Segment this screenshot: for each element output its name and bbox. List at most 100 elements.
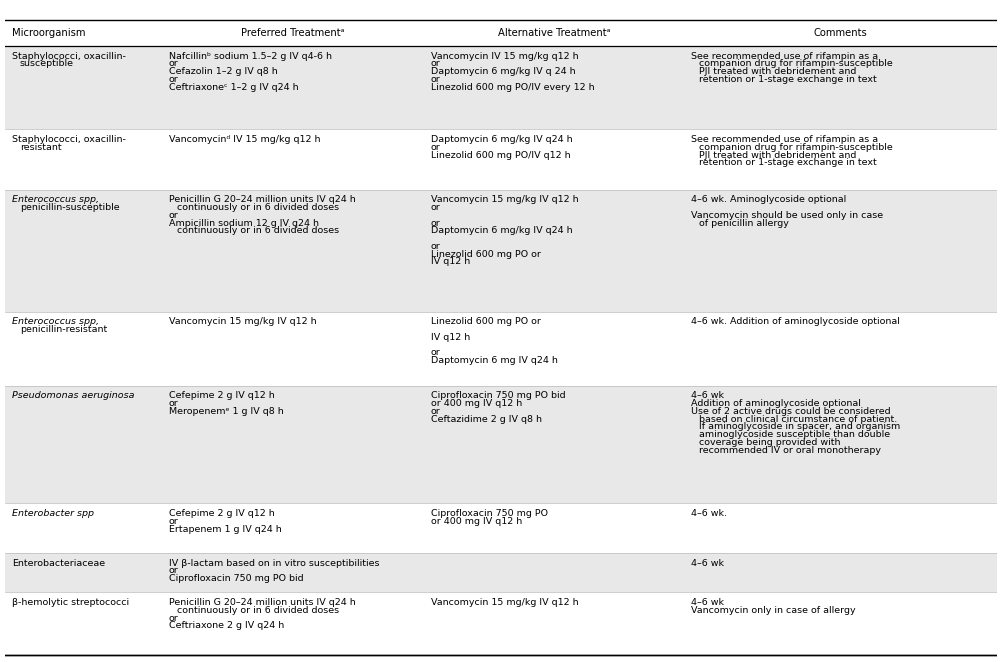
Text: 4–6 wk: 4–6 wk xyxy=(691,391,724,401)
Text: or: or xyxy=(168,399,178,408)
Text: retention or 1-stage exchange in text: retention or 1-stage exchange in text xyxy=(699,75,877,84)
Text: or: or xyxy=(168,614,178,623)
Bar xyxy=(5,503,997,553)
Text: Microorganism: Microorganism xyxy=(12,28,85,38)
Text: or: or xyxy=(431,218,440,228)
Text: companion drug for rifampin-susceptible: companion drug for rifampin-susceptible xyxy=(699,60,893,68)
Text: or: or xyxy=(168,517,178,526)
Text: Ceftriaxoneᶜ 1–2 g IV q24 h: Ceftriaxoneᶜ 1–2 g IV q24 h xyxy=(168,83,299,91)
Text: Penicillin G 20–24 million units IV q24 h: Penicillin G 20–24 million units IV q24 … xyxy=(168,598,356,607)
Text: Enterococcus spp,: Enterococcus spp, xyxy=(12,317,99,326)
Text: Staphylococci, oxacillin-: Staphylococci, oxacillin- xyxy=(12,52,126,61)
Text: Vancomycin 15 mg/kg IV q12 h: Vancomycin 15 mg/kg IV q12 h xyxy=(431,598,578,607)
Text: Preferred Treatmentᵃ: Preferred Treatmentᵃ xyxy=(240,28,345,38)
Text: PJI treated with debridement and: PJI treated with debridement and xyxy=(699,67,857,76)
Text: or: or xyxy=(431,407,440,416)
Text: susceptible: susceptible xyxy=(20,60,74,68)
Text: Addition of aminoglycoside optional: Addition of aminoglycoside optional xyxy=(691,399,862,408)
Bar xyxy=(5,553,997,592)
Text: continuously or in 6 divided doses: continuously or in 6 divided doses xyxy=(176,606,339,615)
Text: β-hemolytic streptococci: β-hemolytic streptococci xyxy=(12,598,129,607)
Text: recommended IV or oral monotherapy: recommended IV or oral monotherapy xyxy=(699,446,882,455)
Text: 4–6 wk: 4–6 wk xyxy=(691,598,724,607)
Text: or 400 mg IV q12 h: or 400 mg IV q12 h xyxy=(431,517,522,526)
Text: or 400 mg IV q12 h: or 400 mg IV q12 h xyxy=(431,399,522,408)
Bar xyxy=(5,312,997,385)
Text: Use of 2 active drugs could be considered: Use of 2 active drugs could be considere… xyxy=(691,407,891,416)
Text: Pseudomonas aeruginosa: Pseudomonas aeruginosa xyxy=(12,391,134,401)
Text: Daptomycin 6 mg IV q24 h: Daptomycin 6 mg IV q24 h xyxy=(431,356,557,365)
Text: 4–6 wk: 4–6 wk xyxy=(691,559,724,567)
Bar xyxy=(5,46,997,129)
Bar xyxy=(5,189,997,312)
Text: continuously or in 6 divided doses: continuously or in 6 divided doses xyxy=(176,226,339,236)
Text: See recommended use of rifampin as a: See recommended use of rifampin as a xyxy=(691,52,879,61)
Text: Linezolid 600 mg PO/IV every 12 h: Linezolid 600 mg PO/IV every 12 h xyxy=(431,83,594,91)
Text: or: or xyxy=(431,242,440,251)
Text: Linezolid 600 mg PO or: Linezolid 600 mg PO or xyxy=(431,317,540,326)
Text: or: or xyxy=(168,211,178,220)
Text: penicillin-susceptible: penicillin-susceptible xyxy=(20,203,119,213)
Text: Cefepime 2 g IV q12 h: Cefepime 2 g IV q12 h xyxy=(168,391,275,401)
Text: Ciprofloxacin 750 mg PO bid: Ciprofloxacin 750 mg PO bid xyxy=(168,574,304,583)
Bar xyxy=(5,20,997,46)
Bar xyxy=(5,592,997,655)
Text: or: or xyxy=(168,60,178,68)
Text: Meropenemᵉ 1 g IV q8 h: Meropenemᵉ 1 g IV q8 h xyxy=(168,407,284,416)
Text: 4–6 wk. Aminoglycoside optional: 4–6 wk. Aminoglycoside optional xyxy=(691,195,847,205)
Text: Vancomycin 15 mg/kg IV q12 h: Vancomycin 15 mg/kg IV q12 h xyxy=(168,317,317,326)
Text: Daptomycin 6 mg/kg IV q24 h: Daptomycin 6 mg/kg IV q24 h xyxy=(431,135,572,144)
Text: continuously or in 6 divided doses: continuously or in 6 divided doses xyxy=(176,203,339,213)
Text: coverage being provided with: coverage being provided with xyxy=(699,438,841,447)
Text: of penicillin allergy: of penicillin allergy xyxy=(699,218,790,228)
Text: See recommended use of rifampin as a: See recommended use of rifampin as a xyxy=(691,135,879,144)
Text: aminoglycoside susceptible than double: aminoglycoside susceptible than double xyxy=(699,430,891,439)
Text: Daptomycin 6 mg/kg IV q24 h: Daptomycin 6 mg/kg IV q24 h xyxy=(431,226,572,236)
Text: Enterococcus spp,: Enterococcus spp, xyxy=(12,195,99,205)
Text: Ciprofloxacin 750 mg PO: Ciprofloxacin 750 mg PO xyxy=(431,509,547,518)
Text: Nafcillinᵇ sodium 1.5–2 g IV q4-6 h: Nafcillinᵇ sodium 1.5–2 g IV q4-6 h xyxy=(168,52,332,61)
Text: Vancomycin only in case of allergy: Vancomycin only in case of allergy xyxy=(691,606,856,615)
Text: Ceftriaxone 2 g IV q24 h: Ceftriaxone 2 g IV q24 h xyxy=(168,622,284,630)
Text: resistant: resistant xyxy=(20,143,61,152)
Text: Penicillin G 20–24 million units IV q24 h: Penicillin G 20–24 million units IV q24 … xyxy=(168,195,356,205)
Text: Linezolid 600 mg PO or: Linezolid 600 mg PO or xyxy=(431,250,540,259)
Text: or: or xyxy=(168,75,178,84)
Text: or: or xyxy=(431,203,440,213)
Text: Vancomycinᵈ IV 15 mg/kg q12 h: Vancomycinᵈ IV 15 mg/kg q12 h xyxy=(168,135,321,144)
Text: Alternative Treatmentᵃ: Alternative Treatmentᵃ xyxy=(498,28,610,38)
Text: retention or 1-stage exchange in text: retention or 1-stage exchange in text xyxy=(699,158,877,167)
Text: IV β-lactam based on in vitro susceptibilities: IV β-lactam based on in vitro susceptibi… xyxy=(168,559,379,567)
Text: or: or xyxy=(431,143,440,152)
Text: IV q12 h: IV q12 h xyxy=(431,333,470,342)
Text: Enterobacteriaceae: Enterobacteriaceae xyxy=(12,559,105,567)
Text: Vancomycin 15 mg/kg IV q12 h: Vancomycin 15 mg/kg IV q12 h xyxy=(431,195,578,205)
Text: or: or xyxy=(431,348,440,357)
Text: Daptomycin 6 mg/kg IV q 24 h: Daptomycin 6 mg/kg IV q 24 h xyxy=(431,67,575,76)
Text: based on clinical circumstance of patient.: based on clinical circumstance of patien… xyxy=(699,414,898,424)
Text: Comments: Comments xyxy=(814,28,868,38)
Text: 4–6 wk. Addition of aminoglycoside optional: 4–6 wk. Addition of aminoglycoside optio… xyxy=(691,317,901,326)
Text: or: or xyxy=(168,566,178,575)
Text: If aminoglycoside in spacer, and organism: If aminoglycoside in spacer, and organis… xyxy=(699,422,901,432)
Text: or: or xyxy=(431,60,440,68)
Text: Vancomycin IV 15 mg/kg q12 h: Vancomycin IV 15 mg/kg q12 h xyxy=(431,52,578,61)
Text: Ceftazidime 2 g IV q8 h: Ceftazidime 2 g IV q8 h xyxy=(431,414,541,424)
Text: Cefazolin 1–2 g IV q8 h: Cefazolin 1–2 g IV q8 h xyxy=(168,67,278,76)
Bar xyxy=(5,129,997,189)
Text: Ertapenem 1 g IV q24 h: Ertapenem 1 g IV q24 h xyxy=(168,525,282,534)
Text: or: or xyxy=(431,75,440,84)
Text: penicillin-resistant: penicillin-resistant xyxy=(20,325,107,334)
Text: companion drug for rifampin-susceptible: companion drug for rifampin-susceptible xyxy=(699,143,893,152)
Text: Linezolid 600 mg PO/IV q12 h: Linezolid 600 mg PO/IV q12 h xyxy=(431,151,570,160)
Text: 4–6 wk.: 4–6 wk. xyxy=(691,509,727,518)
Text: Vancomycin should be used only in case: Vancomycin should be used only in case xyxy=(691,211,884,220)
Text: Cefepime 2 g IV q12 h: Cefepime 2 g IV q12 h xyxy=(168,509,275,518)
Bar xyxy=(5,385,997,503)
Text: Ciprofloxacin 750 mg PO bid: Ciprofloxacin 750 mg PO bid xyxy=(431,391,565,401)
Text: Staphylococci, oxacillin-: Staphylococci, oxacillin- xyxy=(12,135,126,144)
Text: IV q12 h: IV q12 h xyxy=(431,258,470,266)
Text: Enterobacter spp: Enterobacter spp xyxy=(12,509,94,518)
Text: PJI treated with debridement and: PJI treated with debridement and xyxy=(699,151,857,160)
Text: Ampicillin sodium 12 g IV q24 h: Ampicillin sodium 12 g IV q24 h xyxy=(168,218,319,228)
